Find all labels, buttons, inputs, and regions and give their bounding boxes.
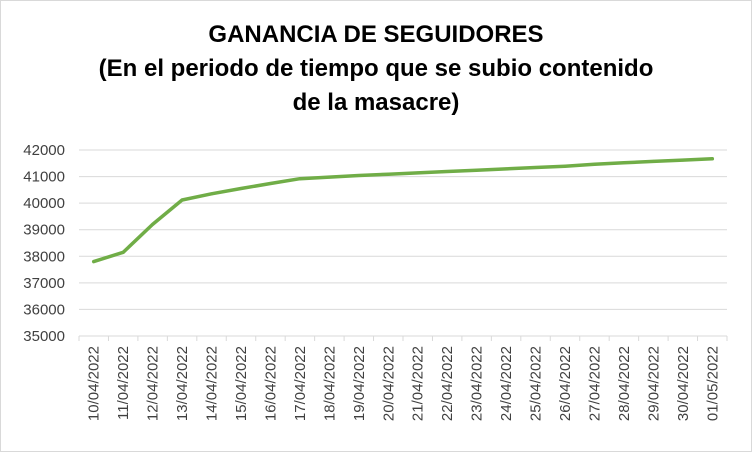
data-point [710, 157, 714, 161]
chart-title-line-2: (En el periodo de tiempo que se subio co… [98, 55, 654, 82]
data-point [92, 260, 96, 264]
x-tick-label: 13/04/2022 [174, 346, 191, 421]
series-line-group [91, 157, 715, 264]
chart-title-line-1: GANANCIA DE SEGUIDORES [208, 21, 544, 48]
y-tick-label: 36000 [23, 301, 65, 318]
x-tick-label: 12/04/2022 [145, 346, 162, 421]
x-tick-label: 20/04/2022 [380, 346, 397, 421]
data-point [445, 170, 449, 174]
x-tick-label: 27/04/2022 [586, 346, 603, 421]
gridlines [79, 149, 727, 310]
data-point [327, 175, 331, 179]
x-axis [78, 335, 728, 341]
x-tick-label: 29/04/2022 [645, 346, 662, 421]
data-point [386, 172, 390, 176]
x-tick-label: 01/05/2022 [704, 346, 721, 421]
data-point [357, 174, 361, 178]
data-point [651, 159, 655, 163]
data-point [180, 198, 184, 202]
x-tick-label: 24/04/2022 [498, 346, 515, 421]
data-point [504, 167, 508, 171]
chart-title-line-3: de la masacre) [292, 89, 460, 116]
y-axis-ticks: 35000 36000 37000 38000 39000 40000 41000 42000 [23, 142, 65, 345]
data-point [416, 171, 420, 175]
x-tick-label: 22/04/2022 [439, 346, 456, 421]
x-tick-label: 26/04/2022 [557, 346, 574, 421]
x-tick-label: 17/04/2022 [292, 346, 309, 421]
x-tick-label: 18/04/2022 [321, 346, 338, 421]
data-point [592, 162, 596, 166]
data-point [475, 168, 479, 172]
data-point [239, 187, 243, 191]
x-tick-label: 30/04/2022 [675, 346, 692, 421]
y-tick-label: 38000 [23, 248, 65, 265]
data-point [268, 181, 272, 185]
data-point [151, 222, 155, 226]
data-point [681, 158, 685, 162]
x-tick-label: 11/04/2022 [115, 346, 132, 420]
x-tick-label: 14/04/2022 [204, 346, 221, 421]
y-tick-label: 40000 [23, 195, 65, 212]
x-tick-label: 28/04/2022 [616, 346, 633, 421]
x-tick-label: 15/04/2022 [233, 346, 250, 421]
data-point [563, 164, 567, 168]
data-point [210, 192, 214, 196]
data-point [534, 166, 538, 170]
y-tick-label: 41000 [23, 169, 65, 186]
x-tick-label: 10/04/2022 [86, 346, 103, 421]
y-tick-label: 42000 [23, 142, 65, 159]
x-axis-ticks: 10/04/2022 11/04/2022 12/04/2022 13/04/2022… [86, 346, 722, 421]
y-tick-label: 39000 [23, 222, 65, 239]
data-point [622, 161, 626, 165]
y-tick-label: 37000 [23, 275, 65, 292]
x-tick-label: 19/04/2022 [351, 346, 368, 421]
x-tick-label: 25/04/2022 [528, 346, 545, 421]
x-tick-label: 16/04/2022 [262, 346, 279, 421]
x-tick-label: 21/04/2022 [410, 346, 427, 421]
data-point [298, 177, 302, 181]
data-point [121, 250, 125, 254]
y-tick-label: 35000 [23, 328, 65, 345]
x-tick-label: 23/04/2022 [469, 346, 486, 421]
chart-title: GANANCIA DE SEGUIDORES (En el periodo de… [0, 18, 752, 120]
series-line [91, 157, 715, 264]
